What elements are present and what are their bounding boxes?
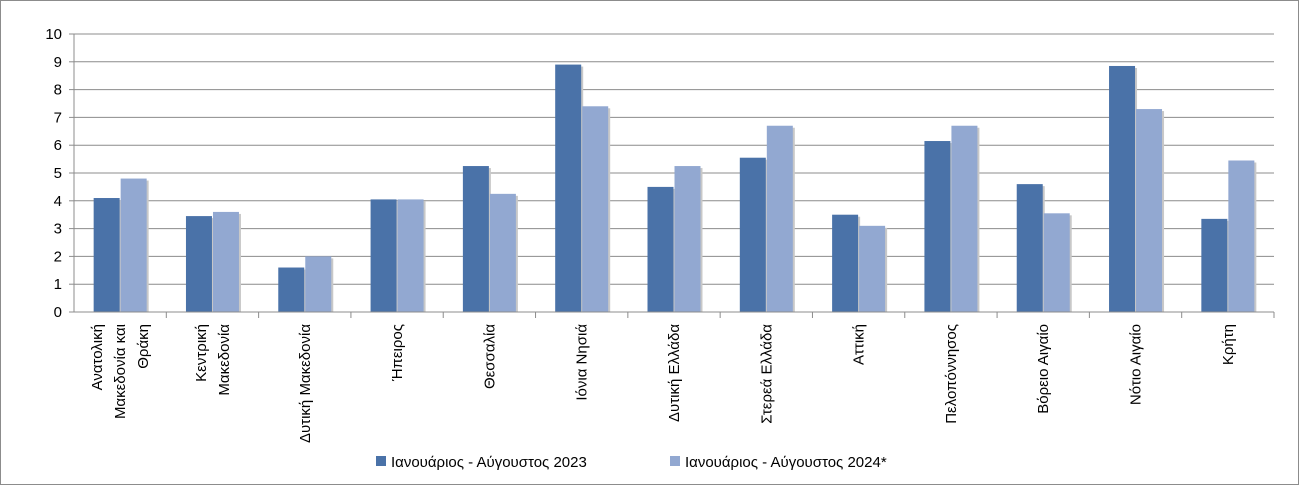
- bar-2023-10: [1016, 184, 1043, 312]
- category-label: Στερεά Ελλάδα: [758, 324, 775, 424]
- bar-2024-5: [582, 106, 609, 312]
- bar-2024-4: [489, 193, 516, 312]
- y-tick-label: 6: [54, 137, 62, 154]
- bar-2023-4: [462, 166, 489, 312]
- category-label: Ανατολική: [89, 324, 106, 390]
- category-label: Βόρειο Αιγαίο: [1035, 324, 1052, 414]
- bar-2024-1: [212, 211, 239, 312]
- bar-2023-5: [555, 64, 582, 312]
- y-tick-label: 10: [45, 26, 62, 43]
- bar-2024-3: [397, 199, 424, 312]
- category-label: Θεσσαλία: [481, 324, 498, 389]
- bar-2024-0: [120, 178, 147, 312]
- category-label: Νότιο Αιγαίο: [1128, 324, 1145, 405]
- category-label: Μακεδονία και: [112, 324, 129, 419]
- y-tick-label: 3: [54, 221, 62, 238]
- bar-2024-12: [1228, 160, 1255, 312]
- bar-2023-9: [924, 141, 951, 312]
- category-label: Αττική: [851, 324, 868, 365]
- category-label: Ήπειρος: [389, 324, 406, 382]
- bar-2024-8: [859, 225, 886, 312]
- category-label: Κεντρική: [193, 324, 210, 382]
- bar-2023-7: [739, 157, 766, 312]
- category-label: Κρήτη: [1220, 324, 1237, 365]
- category-labels: Ανατολική Μακεδονία και Θράκη Κεντρική Μακεδ…: [89, 324, 1237, 443]
- legend: Ιανουάριος - Αύγουστος 2023 Ιανουάριος - …: [376, 454, 887, 471]
- category-label: Δυτική Μακεδονία: [297, 324, 314, 443]
- bar-2024-9: [951, 125, 978, 313]
- bars: [93, 64, 1257, 313]
- legend-swatch: [376, 456, 386, 466]
- y-tick-label: 1: [54, 276, 62, 293]
- category-label: Πελοπόννησος: [943, 324, 960, 424]
- legend-label: Ιανουάριος - Αύγουστος 2023: [391, 454, 587, 471]
- y-tick-label: 7: [54, 109, 62, 126]
- category-label: Θράκη: [135, 324, 152, 369]
- bar-2023-2: [278, 267, 305, 312]
- bar-2023-8: [832, 214, 859, 312]
- y-tick-label: 9: [54, 54, 62, 71]
- y-tick-label: 2: [54, 248, 62, 265]
- bar-2024-7: [766, 125, 793, 313]
- bar-2024-2: [305, 256, 332, 312]
- bar-2023-3: [370, 199, 397, 312]
- y-tick-label: 0: [54, 304, 62, 321]
- category-label: Μακεδονία: [216, 324, 233, 396]
- bar-2023-11: [1109, 65, 1136, 312]
- y-tick-label: 4: [54, 193, 62, 210]
- category-label: Ιόνια Νησιά: [574, 324, 591, 401]
- legend-label: Ιανουάριος - Αύγουστος 2024*: [685, 454, 887, 471]
- bar-2024-6: [674, 166, 701, 312]
- axes: [69, 33, 1275, 318]
- legend-swatch: [670, 456, 680, 466]
- bar-2023-6: [647, 186, 674, 312]
- category-label: Δυτική Ελλάδα: [666, 324, 683, 422]
- bar-2023-0: [93, 198, 120, 312]
- bar-2024-10: [1043, 213, 1070, 312]
- y-tick-label: 5: [54, 165, 62, 182]
- y-tick-label: 8: [54, 82, 62, 99]
- y-tick-labels: 0 1 2 3 4 5 6 7 8 9 10: [45, 26, 62, 321]
- bar-2023-1: [185, 216, 212, 312]
- gridlines: [74, 33, 1274, 285]
- bar-2023-12: [1201, 218, 1228, 312]
- bar-2024-11: [1136, 109, 1163, 312]
